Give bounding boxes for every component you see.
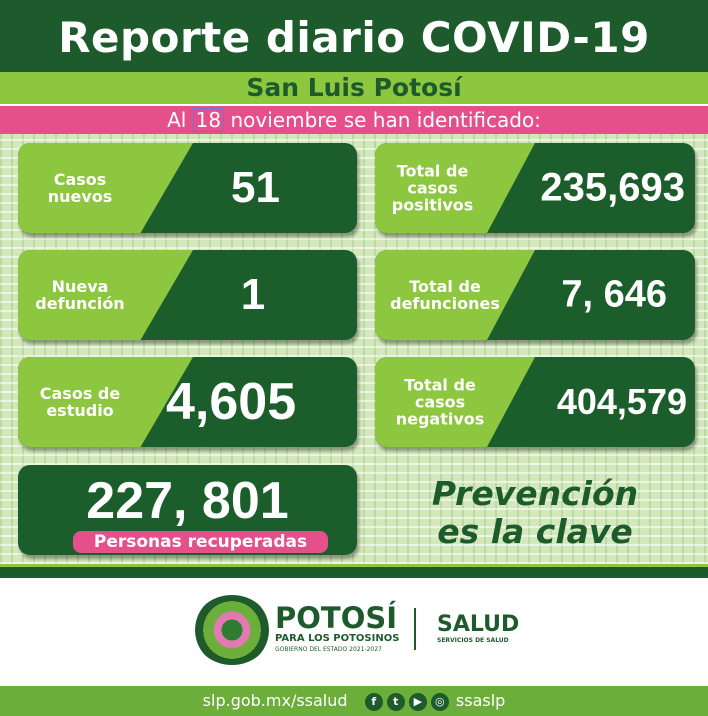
- facebook-icon[interactable]: f: [364, 692, 383, 711]
- salud-text: SALUD: [437, 612, 520, 637]
- gobierno-text: GOBIERNO DEL ESTADO 2021-2027: [275, 646, 382, 653]
- date-suffix: noviembre se han identificado:: [230, 108, 541, 132]
- slogan-line2: es la clave: [437, 512, 633, 551]
- value: 235,693: [540, 165, 685, 210]
- footer-handle[interactable]: ssaslp: [455, 691, 506, 710]
- card-recuperadas: 227, 801 Personas recuperadas: [18, 465, 357, 555]
- value: 227, 801: [86, 472, 289, 530]
- card-nueva-defuncion: Nueva defunción 1: [18, 250, 357, 340]
- potosi-emblem-logo: [193, 595, 271, 665]
- salud-sub: SERVICIOS DE SALUD: [437, 637, 509, 644]
- value: 404,579: [556, 381, 687, 422]
- slogan-line1: Prevención: [431, 474, 639, 513]
- label: Total de casos positivos: [391, 161, 474, 215]
- footer-bar: slp.gob.mx/ssalud f t ▶ ◎ ssaslp: [0, 686, 708, 716]
- date-day: 18: [192, 108, 225, 132]
- card-total-negativos: Total de casos negativos 404,579: [375, 357, 695, 447]
- date-line: Al 18 noviembre se han identificado:: [0, 106, 708, 134]
- label: Casos de estudio: [39, 384, 121, 420]
- label: Total de defunciones: [390, 277, 500, 313]
- state-name: San Luis Potosí: [0, 72, 708, 104]
- value: 1: [240, 270, 266, 319]
- report-title: Reporte diario COVID-19: [0, 0, 708, 72]
- label: Nueva defunción: [35, 277, 125, 313]
- label: Personas recuperadas: [73, 531, 328, 553]
- youtube-icon[interactable]: ▶: [408, 692, 427, 711]
- value: 51: [231, 163, 280, 212]
- potosi-text: POTOSÍ: [275, 601, 398, 635]
- potosi-logo: POTOSÍ PARA LOS POTOSINOS GOBIERNO DEL E…: [275, 603, 399, 653]
- label: Casos nuevos: [47, 170, 113, 206]
- slogan: Prevención es la clave: [380, 475, 690, 551]
- card-total-defunciones: Total de defunciones 7, 646: [375, 250, 695, 340]
- card-casos-nuevos: Casos nuevos 51: [18, 143, 357, 233]
- label: Total de casos negativos: [395, 375, 485, 429]
- value: 7, 646: [561, 273, 667, 316]
- potosi-sub: PARA LOS POTOSINOS: [275, 633, 400, 644]
- twitter-icon[interactable]: t: [386, 692, 405, 711]
- footer-url[interactable]: slp.gob.mx/ssalud: [202, 691, 348, 710]
- value: 4,605: [166, 373, 297, 431]
- divider-stripe: [0, 564, 708, 578]
- date-prefix: Al: [167, 108, 187, 132]
- salud-logo: SALUD SERVICIOS DE SALUD: [437, 612, 519, 644]
- card-casos-estudio: Casos de estudio 4,605: [18, 357, 357, 447]
- logo-divider: [414, 608, 416, 650]
- card-total-positivos: Total de casos positivos 235,693: [375, 143, 695, 233]
- instagram-icon[interactable]: ◎: [430, 692, 449, 711]
